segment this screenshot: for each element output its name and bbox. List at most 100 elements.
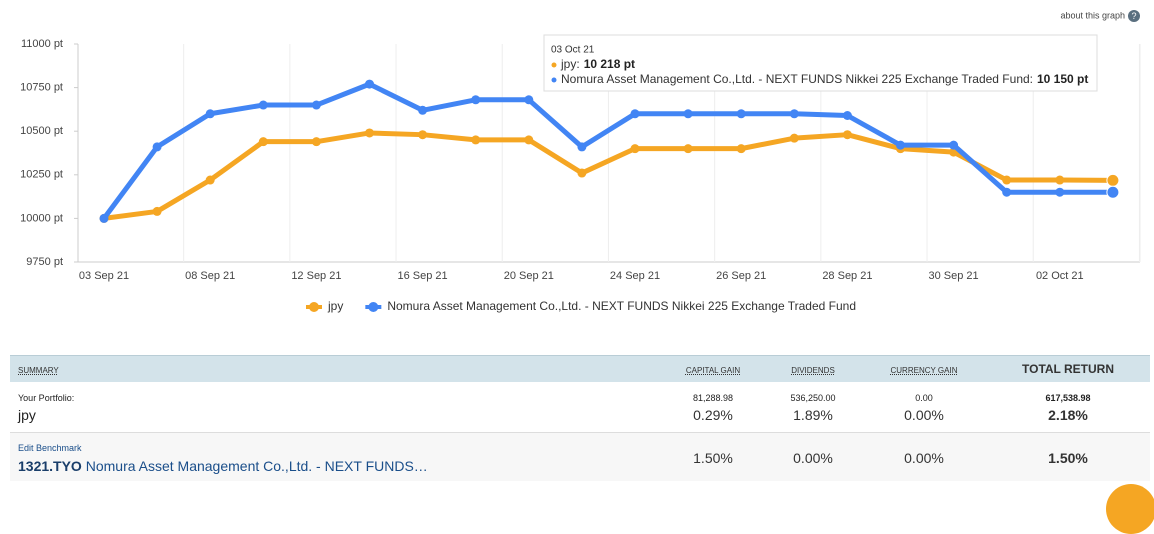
chart: about this graph ? 9750 pt 10000 pt 10250 … <box>20 10 1141 313</box>
x-tick-label: 28 Sep 21 <box>822 270 872 282</box>
y-tick-label: 10500 pt <box>20 125 63 137</box>
tooltip-label: jpy: <box>560 57 580 71</box>
percent: 0.29% <box>693 407 733 423</box>
x-tick-label: 16 Sep 21 <box>398 270 448 282</box>
point <box>949 140 959 150</box>
chat-bubble[interactable] <box>1106 484 1154 534</box>
point <box>365 128 374 138</box>
point <box>205 175 215 185</box>
tooltip-date: 03 Oct 21 <box>551 45 595 56</box>
about-link[interactable]: about this graph <box>1060 10 1125 20</box>
tooltip-label: Nomura Asset Management Co.,Ltd. - NEXT … <box>561 72 1033 86</box>
point <box>1106 173 1120 187</box>
header: CURRENCY GAIN <box>890 366 958 375</box>
x-tick-label: 20 Sep 21 <box>504 270 554 282</box>
series-line <box>103 130 1113 221</box>
amount: 617,538.98 <box>1045 393 1091 403</box>
y-tick-label: 10750 pt <box>20 82 63 94</box>
tooltip-value: 10 150 pt <box>1037 72 1088 86</box>
percent: 2.18% <box>1048 407 1088 423</box>
point <box>1002 187 1012 197</box>
point <box>471 95 481 105</box>
point <box>365 79 374 89</box>
series-line <box>101 81 1113 220</box>
y-tick-label: 9750 pt <box>26 256 63 268</box>
x-tick-label: 03 Sep 21 <box>79 270 129 282</box>
point <box>418 130 428 140</box>
header: DIVIDENDS <box>791 366 835 375</box>
point <box>1106 185 1120 199</box>
percent: 1.89% <box>793 407 833 423</box>
point <box>630 144 640 154</box>
x-tick-label: 30 Sep 21 <box>929 270 979 282</box>
point <box>683 109 693 119</box>
x-tick-label: 02 Oct 21 <box>1036 270 1084 282</box>
help-mark: ? <box>1131 11 1136 21</box>
percent: 0.00% <box>904 450 944 466</box>
benchmark-name[interactable]: Nomura Asset Management Co.,Ltd. - NEXT … <box>85 458 428 474</box>
percent: 1.50% <box>1048 450 1088 466</box>
table-header: SUMMARY CAPITAL GAIN DIVIDENDS CURRENCY … <box>10 355 1150 382</box>
tooltip-dot <box>551 77 557 83</box>
x-tick-label: 24 Sep 21 <box>610 270 660 282</box>
header: SUMMARY <box>18 366 59 375</box>
y-tick-label: 10250 pt <box>20 169 63 181</box>
point <box>736 109 746 119</box>
label: Your Portfolio: <box>18 393 75 403</box>
tooltip-box <box>543 34 1098 92</box>
amount: 536,250.00 <box>790 393 836 403</box>
x-tick-label: 08 Sep 21 <box>185 270 235 282</box>
legend-label: Nomura Asset Management Co.,Ltd. - NEXT … <box>387 299 856 313</box>
ticker[interactable]: 1321.TYO <box>18 458 82 474</box>
point <box>736 144 746 154</box>
tooltip-value: 10 218 pt <box>584 57 635 71</box>
point <box>311 137 321 147</box>
point <box>311 100 321 110</box>
summary-table: SUMMARY CAPITAL GAIN DIVIDENDS CURRENCY … <box>10 355 1150 481</box>
point <box>683 144 693 154</box>
point <box>99 213 109 223</box>
header: TOTAL RETURN <box>1022 362 1114 376</box>
percent: 0.00% <box>904 407 944 423</box>
point <box>418 105 428 115</box>
legend-label: jpy <box>327 299 343 313</box>
point <box>258 137 268 147</box>
name: jpy <box>18 407 36 423</box>
point <box>630 109 640 119</box>
point <box>152 142 162 152</box>
point <box>471 135 481 145</box>
x-tick-label: 26 Sep 21 <box>716 270 766 282</box>
help-icon[interactable] <box>1128 10 1140 22</box>
point <box>524 135 534 145</box>
point <box>577 142 587 152</box>
y-tick-label: 11000 pt <box>21 38 63 50</box>
percent: 1.50% <box>693 450 733 466</box>
point <box>205 109 215 119</box>
point <box>577 168 587 178</box>
x-tick-label: 12 Sep 21 <box>291 270 341 282</box>
point <box>789 133 799 143</box>
percent: 0.00% <box>793 450 833 466</box>
y-tick-label: 10000 pt <box>20 212 63 224</box>
point <box>152 206 162 216</box>
legend-dot <box>368 302 379 312</box>
point <box>842 111 852 121</box>
point <box>1002 175 1012 185</box>
edit-benchmark[interactable]: Edit Benchmark <box>18 443 82 453</box>
benchmark-row: Edit Benchmark 1321.TYO Nomura Asset Man… <box>10 433 1150 481</box>
page: about this graph ? 9750 pt 10000 pt 10250 … <box>10 10 1154 534</box>
amount: 0.00 <box>915 393 933 403</box>
header: CAPITAL GAIN <box>685 366 741 375</box>
point <box>1055 187 1065 197</box>
portfolio-row: Your Portfolio: jpy 81,288.98 536,250.00… <box>10 382 1150 433</box>
point <box>896 140 905 150</box>
point <box>1055 175 1065 185</box>
tooltip-dot <box>551 62 557 68</box>
legend-dot <box>309 302 319 312</box>
point <box>842 130 852 140</box>
point <box>524 95 534 105</box>
amount: 81,288.98 <box>692 393 734 403</box>
point <box>789 109 799 119</box>
point <box>258 100 268 110</box>
